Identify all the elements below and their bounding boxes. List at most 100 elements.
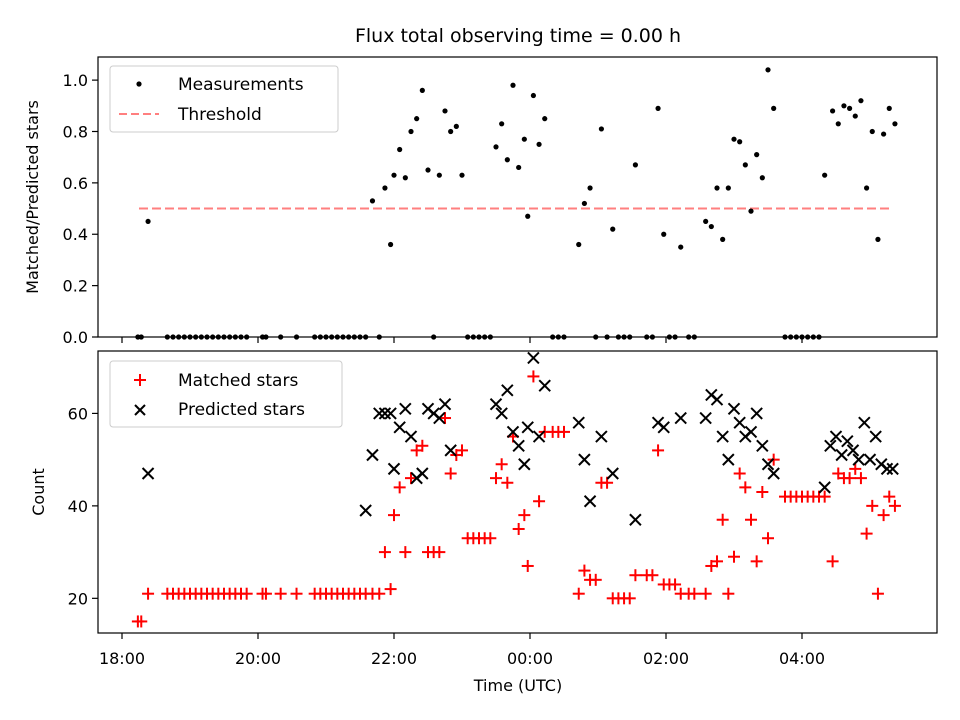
measurement-point <box>176 334 182 340</box>
matched-star-point <box>439 412 451 425</box>
measurement-point <box>312 334 318 340</box>
matched-star-point <box>883 490 896 503</box>
measurement-point <box>340 334 346 340</box>
predicted-star-point <box>716 430 729 443</box>
measurement-point <box>334 334 340 340</box>
measurement-point <box>869 128 875 135</box>
matched-star-point <box>490 472 502 485</box>
measurement-point <box>748 208 754 214</box>
measurement-point <box>810 334 816 340</box>
matched-star-point <box>745 513 757 526</box>
measurement-point <box>691 334 697 340</box>
predicted-star-point <box>506 425 520 439</box>
measurement-point <box>864 185 870 191</box>
measurement-point <box>632 162 639 168</box>
predicted-star-point <box>384 407 397 420</box>
matched-star-point <box>274 587 287 600</box>
measurement-points <box>135 67 898 340</box>
matched-star-point <box>756 486 769 498</box>
bottom-y-tick-label: 40 <box>68 497 88 516</box>
measurement-point <box>830 108 836 114</box>
measurement-point <box>805 334 811 340</box>
matched-star-point <box>495 458 508 471</box>
measurement-point <box>402 175 408 181</box>
measurement-point <box>181 334 187 340</box>
top-y-tick-label: 1.0 <box>63 71 88 90</box>
matched-star-point <box>849 462 862 475</box>
legend-matched-label: Matched stars <box>178 371 298 391</box>
measurement-point <box>510 82 516 88</box>
measurement-point <box>530 92 537 99</box>
measurement-point <box>487 334 493 340</box>
matched-star-point <box>444 467 457 480</box>
measurement-point <box>835 121 841 127</box>
predicted-star-point <box>438 397 452 411</box>
x-tick-label: 00:00 <box>507 649 553 668</box>
measurement-point <box>138 334 144 340</box>
measurement-point <box>436 172 442 178</box>
matched-star-point <box>384 583 397 596</box>
measurement-point <box>782 334 788 340</box>
measurement-point <box>587 185 593 191</box>
measurement-point <box>686 334 692 340</box>
top-y-tick-label: 0.2 <box>63 277 88 296</box>
measurement-point <box>187 334 193 340</box>
measurement-point <box>431 334 437 340</box>
measurement-point <box>542 116 548 122</box>
top-panel: 0.0 0.2 0.4 0.6 0.8 1.0 Matched/Predicted sta… <box>23 56 938 347</box>
matched-star-point <box>456 444 468 457</box>
legend-predicted-marker <box>134 404 146 416</box>
predicted-star-point <box>393 421 406 434</box>
matched-star-point <box>699 587 712 600</box>
x-tick-label: 22:00 <box>371 649 417 668</box>
predicted-star-point <box>841 434 854 448</box>
predicted-star-point <box>710 393 724 406</box>
matched-star-point <box>518 509 531 522</box>
matched-star-point <box>501 476 514 489</box>
predicted-star-point <box>863 453 877 466</box>
predicted-star-point <box>727 402 741 415</box>
matched-star-point <box>259 587 272 600</box>
matched-star-point <box>589 573 602 586</box>
measurement-point <box>329 334 335 340</box>
measurement-point <box>453 123 459 129</box>
matched-star-point <box>843 472 856 485</box>
predicted-star-point <box>767 467 780 480</box>
measurement-point <box>576 241 582 248</box>
predicted-star-point <box>416 467 429 480</box>
top-y-tick-label: 0.8 <box>63 122 88 141</box>
matched-star-point <box>558 425 570 438</box>
top-plot-frame <box>97 56 938 338</box>
matched-star-point <box>527 370 540 383</box>
measurement-point <box>204 334 210 340</box>
measurement-point <box>278 334 284 340</box>
measurement-point <box>627 334 633 340</box>
measurement-point <box>604 334 610 340</box>
predicted-star-point <box>657 421 670 434</box>
predicted-star-point <box>674 411 687 425</box>
measurement-point <box>198 334 204 340</box>
matched-star-point <box>578 564 591 577</box>
matched-star-point <box>433 546 446 559</box>
measurement-point <box>465 334 471 340</box>
measurement-point <box>847 105 853 111</box>
measurement-point <box>714 185 720 191</box>
matched-star-point <box>135 615 148 628</box>
matched-star-point <box>722 587 735 600</box>
measurement-point <box>170 334 176 340</box>
matched-star-point <box>646 569 659 582</box>
measurement-point <box>317 334 323 340</box>
measurement-point <box>892 121 898 127</box>
measurement-point <box>263 334 269 340</box>
bottom-plot-frame <box>97 350 938 634</box>
legend-predicted-label: Predicted stars <box>178 400 305 420</box>
measurement-point <box>816 334 822 340</box>
predicted-star-point <box>829 430 843 443</box>
bottom-panel: 20 40 60 18:00 20:00 22:00 00:00 02:00 04:00 Co… <box>29 350 938 695</box>
measurement-point <box>598 126 605 132</box>
measurement-point <box>227 334 233 340</box>
matched-star-point <box>854 472 867 485</box>
measurement-point <box>419 87 425 93</box>
matched-star-point <box>290 587 303 600</box>
measurement-point <box>397 146 403 153</box>
